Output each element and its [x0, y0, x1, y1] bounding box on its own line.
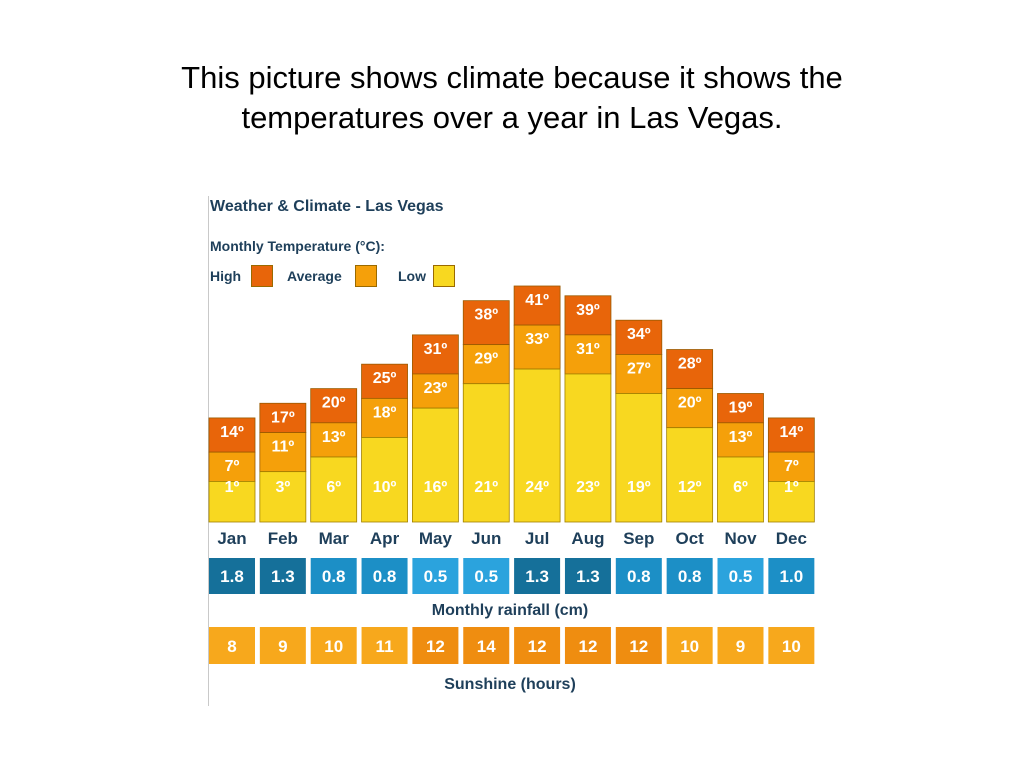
rainfall-value-jul: 1.3	[525, 567, 549, 586]
sunshine-value-jun: 14	[477, 637, 496, 656]
month-label-dec: Dec	[776, 529, 807, 548]
sunshine-value-sep: 12	[629, 637, 648, 656]
label-high-feb: 17º	[271, 409, 295, 426]
label-average-apr: 18º	[373, 404, 397, 421]
bar-low-may	[412, 408, 458, 522]
label-low-oct: 12º	[678, 479, 702, 496]
sunshine-value-jul: 12	[528, 637, 547, 656]
rainfall-value-feb: 1.3	[271, 567, 295, 586]
label-high-mar: 20º	[322, 395, 346, 412]
climate-chart: 14º 7º 1º Jan 1.8 8 17º 11º 3º Feb 1.3 9 20º 13º 6º Mar…	[0, 0, 1024, 768]
label-high-may: 31º	[424, 341, 448, 358]
bar-low-jul	[514, 369, 560, 522]
month-label-jul: Jul	[525, 529, 550, 548]
rainfall-value-may: 0.5	[424, 567, 448, 586]
label-low-may: 16º	[424, 479, 448, 496]
month-label-aug: Aug	[571, 529, 604, 548]
month-label-sep: Sep	[623, 529, 654, 548]
bar-low-jun	[463, 384, 509, 522]
label-low-aug: 23º	[576, 479, 600, 496]
label-high-jun: 38º	[474, 307, 498, 324]
label-average-jul: 33º	[525, 331, 549, 348]
sunshine-value-mar: 10	[324, 637, 343, 656]
sunshine-caption: Sunshine (hours)	[444, 676, 576, 693]
label-high-jan: 14º	[220, 424, 244, 441]
label-average-jan: 7º	[225, 458, 240, 475]
label-low-apr: 10º	[373, 479, 397, 496]
sunshine-value-may: 12	[426, 637, 445, 656]
month-label-nov: Nov	[724, 529, 757, 548]
label-high-oct: 28º	[678, 356, 702, 373]
label-low-dec: 1º	[784, 479, 799, 496]
label-average-sep: 27º	[627, 360, 651, 377]
label-low-jan: 1º	[225, 479, 240, 496]
bar-low-oct	[667, 428, 713, 522]
rainfall-caption: Monthly rainfall (cm)	[432, 602, 588, 619]
rainfall-value-apr: 0.8	[373, 567, 397, 586]
label-low-nov: 6º	[733, 479, 748, 496]
label-average-aug: 31º	[576, 341, 600, 358]
label-high-dec: 14º	[780, 424, 804, 441]
month-label-oct: Oct	[675, 529, 704, 548]
label-high-apr: 25º	[373, 370, 397, 387]
rainfall-value-aug: 1.3	[576, 567, 600, 586]
sunshine-value-apr: 11	[376, 637, 394, 656]
rainfall-value-dec: 1.0	[780, 567, 804, 586]
rainfall-value-oct: 0.8	[678, 567, 702, 586]
month-label-jun: Jun	[471, 529, 501, 548]
bar-low-sep	[616, 393, 662, 522]
sunshine-value-feb: 9	[278, 637, 287, 656]
month-label-apr: Apr	[370, 529, 400, 548]
month-label-feb: Feb	[268, 529, 298, 548]
sunshine-value-jan: 8	[227, 637, 236, 656]
label-average-may: 23º	[424, 380, 448, 397]
rainfall-value-jun: 0.5	[474, 567, 498, 586]
rainfall-value-sep: 0.8	[627, 567, 651, 586]
sunshine-value-oct: 10	[680, 637, 699, 656]
label-average-jun: 29º	[474, 351, 498, 368]
month-label-jan: Jan	[217, 529, 246, 548]
rainfall-value-mar: 0.8	[322, 567, 346, 586]
label-high-nov: 19º	[729, 399, 753, 416]
label-high-aug: 39º	[576, 302, 600, 319]
label-low-sep: 19º	[627, 479, 651, 496]
month-label-may: May	[419, 529, 453, 548]
label-low-jul: 24º	[525, 479, 549, 496]
rainfall-value-jan: 1.8	[220, 567, 244, 586]
sunshine-value-dec: 10	[782, 637, 801, 656]
sunshine-value-nov: 9	[736, 637, 745, 656]
sunshine-value-aug: 12	[578, 637, 597, 656]
label-average-nov: 13º	[729, 429, 753, 446]
label-low-feb: 3º	[275, 479, 290, 496]
label-low-mar: 6º	[326, 479, 341, 496]
label-average-oct: 20º	[678, 395, 702, 412]
label-average-mar: 13º	[322, 429, 346, 446]
label-average-feb: 11º	[271, 439, 294, 456]
label-high-jul: 41º	[525, 292, 549, 309]
month-label-mar: Mar	[319, 529, 350, 548]
label-high-sep: 34º	[627, 326, 651, 343]
label-average-dec: 7º	[784, 458, 799, 475]
label-low-jun: 21º	[474, 479, 498, 496]
rainfall-value-nov: 0.5	[729, 567, 753, 586]
bar-low-aug	[565, 374, 611, 522]
